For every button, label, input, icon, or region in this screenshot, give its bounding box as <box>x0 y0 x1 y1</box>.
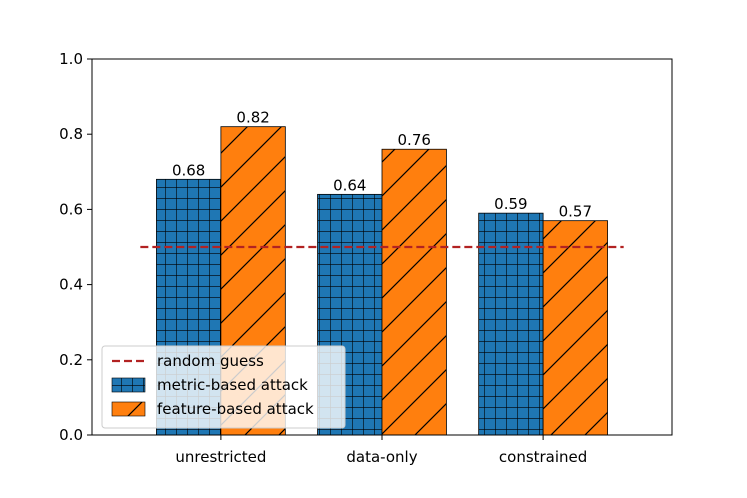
x-tick-label: data-only <box>346 448 417 466</box>
y-tick-label: 0.4 <box>59 276 83 294</box>
legend-label-feature-based-attack: feature-based attack <box>157 400 314 418</box>
legend-label-random-guess: random guess <box>157 352 264 370</box>
axes: 0.0 0.2 0.4 0.6 0.8 1.0 unrestricted data-only c… <box>59 50 673 466</box>
legend-box <box>101 345 346 429</box>
legend: random guess metric-based attack feature-b… <box>101 345 346 429</box>
y-tick-label: 0.8 <box>59 125 83 143</box>
x-tick-label: unrestricted <box>175 448 266 466</box>
bar-value-label: 0.64 <box>333 176 366 194</box>
bar-value-label: 0.57 <box>559 203 592 221</box>
bar-value-label: 0.59 <box>494 195 527 213</box>
bar-feature-based-attack-constrained <box>542 220 608 436</box>
y-tick-label: 1.0 <box>59 50 83 68</box>
legend-label-metric-based-attack: metric-based attack <box>157 376 308 394</box>
bar-metric-based-attack-constrained <box>478 212 544 436</box>
y-tick-label: 0.2 <box>59 351 83 369</box>
plot-area: 0.68 0.64 0.59 0.82 0.76 0.57 <box>140 109 624 436</box>
x-tick-label: constrained <box>499 448 587 466</box>
legend-swatch-feature-based-attack <box>111 401 146 417</box>
bar-feature-based-attack-data-only <box>381 148 447 436</box>
bar-value-label: 0.82 <box>236 109 269 127</box>
y-tick-label: 0.0 <box>59 426 83 444</box>
bar-value-label: 0.68 <box>172 161 205 179</box>
y-tick-label: 0.6 <box>59 200 83 218</box>
bar-value-label: 0.76 <box>398 131 431 149</box>
legend-swatch-metric-based-attack <box>111 377 146 393</box>
